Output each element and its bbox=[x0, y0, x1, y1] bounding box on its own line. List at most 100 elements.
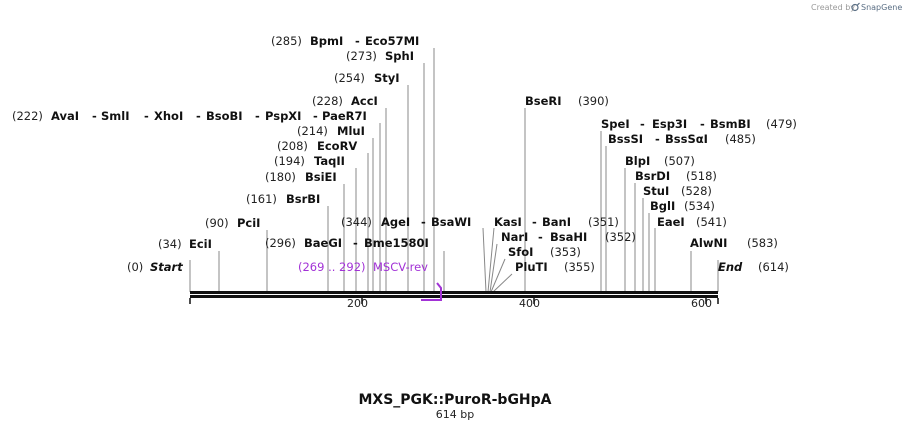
tick-label: 600 bbox=[691, 297, 712, 310]
primer-range: (269 .. 292) bbox=[298, 260, 366, 274]
enzyme-label[interactable]: PspXI bbox=[265, 109, 301, 123]
leader-line bbox=[482, 227, 487, 293]
leader-line bbox=[489, 243, 498, 293]
enzyme-label[interactable]: BssSαI bbox=[665, 132, 708, 146]
leader-line bbox=[487, 227, 495, 293]
enzyme-label[interactable]: NarI bbox=[501, 230, 528, 244]
enzyme-label[interactable]: BseRI bbox=[525, 94, 562, 108]
enzyme-separator: - bbox=[92, 109, 97, 123]
site-position: (254) bbox=[334, 71, 365, 85]
enzyme-label[interactable]: BsiEI bbox=[305, 170, 337, 184]
site-position: (507) bbox=[664, 154, 695, 168]
enzyme-label[interactable]: MluI bbox=[337, 124, 365, 138]
enzyme-label[interactable]: BsaHI bbox=[550, 230, 587, 244]
site-position: (285) bbox=[271, 34, 302, 48]
tick-label: 200 bbox=[347, 297, 368, 310]
enzyme-label[interactable]: SfoI bbox=[508, 245, 533, 259]
enzyme-label[interactable]: Eco57MI bbox=[365, 34, 419, 48]
site-position: (228) bbox=[312, 94, 343, 108]
credit-text: Created by bbox=[811, 3, 855, 12]
site-position: (222) bbox=[12, 109, 43, 123]
snapgene-logo-icon bbox=[851, 2, 860, 12]
enzyme-label[interactable]: BsrBI bbox=[286, 192, 320, 206]
enzyme-label[interactable]: BsoBI bbox=[206, 109, 243, 123]
enzyme-label[interactable]: EciI bbox=[189, 237, 212, 251]
site-position: (34) bbox=[158, 237, 182, 251]
site-position: (528) bbox=[681, 184, 712, 198]
site-position: (583) bbox=[747, 236, 778, 250]
dna-backbone bbox=[189, 291, 719, 304]
enzyme-label[interactable]: AlwNI bbox=[690, 236, 727, 250]
enzyme-label[interactable]: Esp3I bbox=[652, 117, 687, 131]
enzyme-separator: - bbox=[196, 109, 201, 123]
end-position: (614) bbox=[758, 260, 789, 274]
site-position: (208) bbox=[277, 139, 308, 153]
enzyme-label[interactable]: BsaWI bbox=[431, 215, 471, 229]
enzyme-label[interactable]: BsrDI bbox=[635, 169, 670, 183]
sequence-length: 614 bp bbox=[436, 408, 474, 421]
credit-brand: SnapGene bbox=[861, 3, 902, 12]
enzyme-separator: - bbox=[255, 109, 260, 123]
site-position: (479) bbox=[766, 117, 797, 131]
enzyme-label[interactable]: PciI bbox=[237, 216, 260, 230]
enzyme-separator: - bbox=[353, 236, 358, 250]
enzyme-separator: - bbox=[144, 109, 149, 123]
sequence-title: MXS_PGK::PuroR-bGHpA bbox=[358, 392, 551, 408]
enzyme-label[interactable]: Bme1580I bbox=[364, 236, 429, 250]
enzyme-label[interactable]: PluTI bbox=[515, 260, 548, 274]
site-position: (541) bbox=[696, 215, 727, 229]
primer-feature[interactable]: (269 .. 292) MSCV-rev bbox=[298, 260, 442, 301]
primer-arrow-icon[interactable] bbox=[421, 282, 442, 301]
enzyme-separator: - bbox=[700, 117, 705, 131]
tick-label: 400 bbox=[519, 297, 540, 310]
site-position: (534) bbox=[684, 199, 715, 213]
enzyme-label[interactable]: SphI bbox=[385, 49, 414, 63]
enzyme-label[interactable]: StuI bbox=[643, 184, 669, 198]
site-position: (518) bbox=[686, 169, 717, 183]
site-position: (214) bbox=[297, 124, 328, 138]
enzyme-label[interactable]: EaeI bbox=[657, 215, 685, 229]
enzyme-label[interactable]: BaeGI bbox=[304, 236, 342, 250]
strand-bottom bbox=[190, 295, 718, 298]
enzyme-separator: - bbox=[355, 34, 360, 48]
enzyme-label[interactable]: BglI bbox=[650, 199, 675, 213]
leader-line bbox=[492, 273, 513, 293]
enzyme-label[interactable]: BssSI bbox=[608, 132, 643, 146]
enzyme-label[interactable]: BpmI bbox=[310, 34, 343, 48]
site-position: (353) bbox=[550, 245, 581, 259]
site-position: (355) bbox=[564, 260, 595, 274]
enzyme-label[interactable]: TaqII bbox=[314, 154, 345, 168]
enzyme-label[interactable]: XhoI bbox=[154, 109, 183, 123]
enzyme-label[interactable]: AccI bbox=[351, 94, 378, 108]
enzyme-label[interactable]: StyI bbox=[374, 71, 400, 85]
site-position: (344) bbox=[341, 215, 372, 229]
enzyme-label[interactable]: BsmBI bbox=[710, 117, 751, 131]
enzyme-separator: - bbox=[313, 109, 318, 123]
enzyme-label[interactable]: BanI bbox=[542, 215, 571, 229]
enzyme-label[interactable]: KasI bbox=[494, 215, 522, 229]
site-position: (194) bbox=[274, 154, 305, 168]
enzyme-separator: - bbox=[532, 215, 537, 229]
enzyme-label[interactable]: PaeR7I bbox=[322, 109, 367, 123]
strand-top bbox=[190, 291, 718, 294]
enzyme-separator: - bbox=[640, 117, 645, 131]
enzyme-label[interactable]: BlpI bbox=[625, 154, 650, 168]
enzyme-label[interactable]: EcoRV bbox=[317, 139, 357, 153]
start-label: Start bbox=[150, 260, 183, 274]
snapgene-credit: Created by SnapGene bbox=[811, 2, 902, 12]
site-position: (161) bbox=[246, 192, 277, 206]
enzyme-separator: - bbox=[538, 230, 543, 244]
site-position: (273) bbox=[346, 49, 377, 63]
enzyme-label[interactable]: AvaI bbox=[51, 109, 79, 123]
enzyme-label[interactable]: AgeI bbox=[381, 215, 410, 229]
site-position: (90) bbox=[205, 216, 229, 230]
enzyme-separator: - bbox=[655, 132, 660, 146]
enzyme-label[interactable]: SpeI bbox=[601, 117, 630, 131]
site-leader-lines bbox=[189, 48, 719, 293]
start-position: (0) bbox=[127, 260, 143, 274]
enzyme-label[interactable]: SmlI bbox=[101, 109, 130, 123]
site-position: (352) bbox=[605, 230, 636, 244]
enzyme-separator: - bbox=[421, 215, 426, 229]
leader-line bbox=[490, 258, 506, 293]
